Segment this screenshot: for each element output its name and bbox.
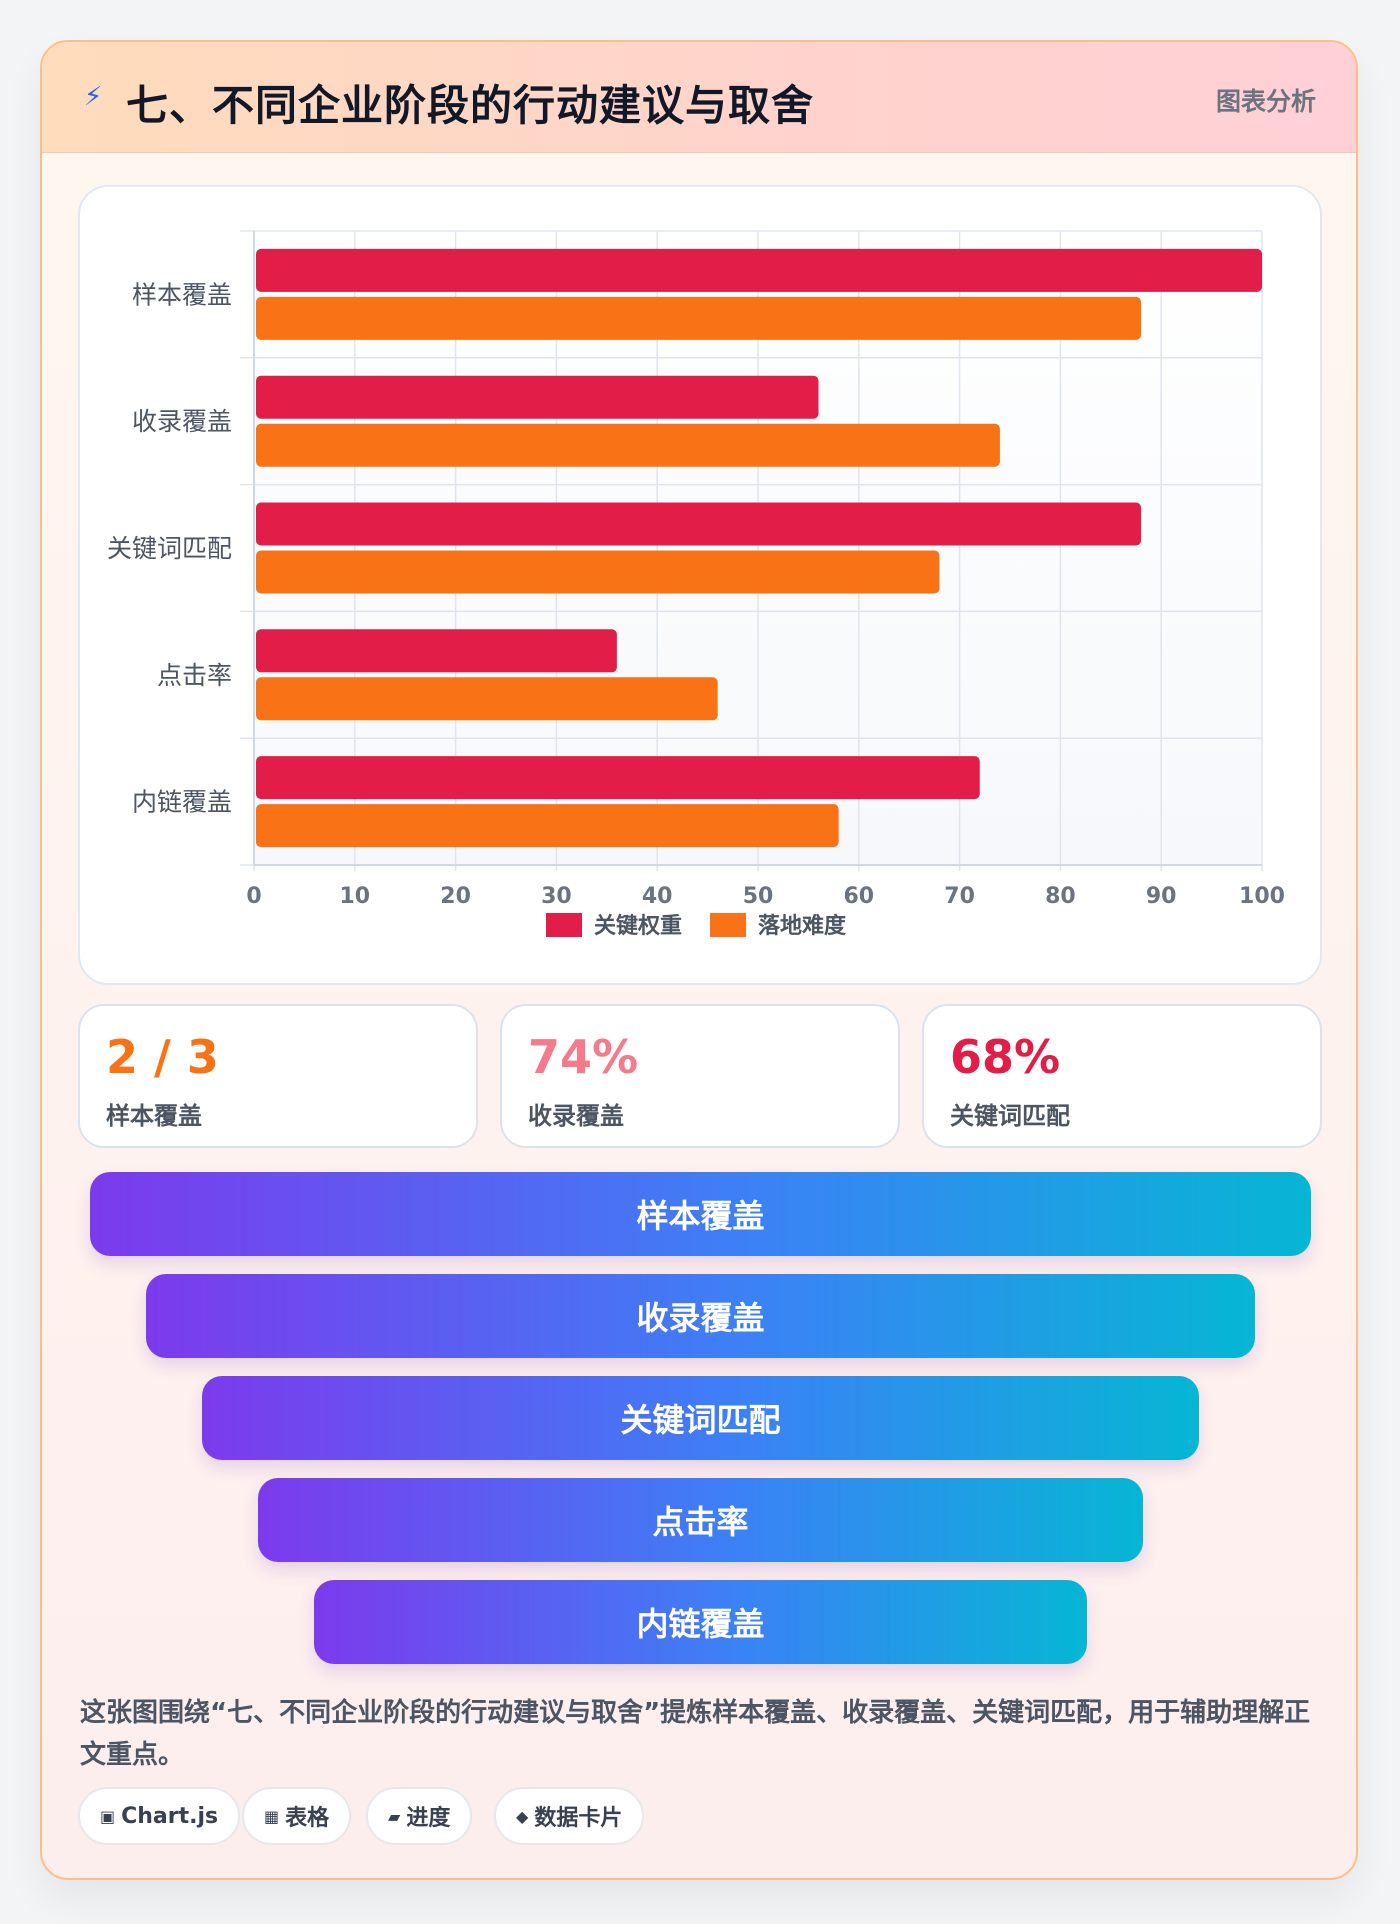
y-category-label: 点击率 [157,661,232,690]
bar-difficulty [256,550,940,594]
legend-label: 关键权重 [594,913,682,939]
y-category-label: 内链覆盖 [132,788,232,817]
bar-chart-panel: 0 10 20 30 40 50 60 70 80 90 100 样本覆盖收录覆盖关键词匹配点击率内链… [78,185,1322,985]
y-category-label: 样本覆盖 [132,280,232,309]
pill-data-card: ◆ 数据卡片 [494,1787,645,1845]
bar-key-weight [256,502,1142,546]
bar-key-weight [256,756,980,800]
legend-swatch [546,913,582,937]
funnel-step-4: 点击率 [258,1478,1143,1562]
chart-analysis-tag: 图表分析 [1215,87,1316,116]
bar-difficulty [256,677,718,721]
stat-label: 关键词匹配 [950,1102,1070,1130]
stat-card-3: 68% 关键词匹配 [922,1004,1322,1148]
x-tick-label: 80 [1045,884,1076,909]
legend-swatch [710,913,746,937]
pill-progress: ▰ 进度 [366,1787,473,1845]
chart-icon: ▣ [100,1806,116,1826]
stat-card-1: 2 / 3 样本覆盖 [78,1004,478,1148]
x-tick-label: 10 [339,884,370,909]
pill-label: 数据卡片 [534,1806,623,1831]
stat-value: 2 / 3 [106,1030,219,1084]
funnel-step-3: 关键词匹配 [202,1376,1199,1460]
bar-difficulty [256,804,839,848]
pill-label: 表格 [285,1806,330,1831]
x-tick-label: 90 [1146,884,1177,909]
funnel-step-1: 样本覆盖 [90,1172,1311,1256]
legend-label: 落地难度 [758,913,847,939]
funnel-step-5: 内链覆盖 [314,1580,1087,1664]
x-tick-label: 50 [743,884,774,909]
y-category-label: 收录覆盖 [132,407,232,436]
funnel-step-2: 收录覆盖 [146,1274,1255,1358]
progress-icon: ▰ [388,1806,401,1826]
x-tick-label: 70 [944,884,975,909]
pill-chartjs: ▣ Chart.js [78,1787,241,1845]
stat-label: 样本覆盖 [106,1102,202,1130]
stat-value: 74% [528,1030,639,1084]
x-tick-label: 30 [541,884,572,909]
bar-difficulty [256,423,1000,467]
bar-key-weight [256,629,617,673]
card-header: ⚡ 七、不同企业阶段的行动建议与取舍 图表分析 [42,42,1356,153]
chart-card: ⚡ 七、不同企业阶段的行动建议与取舍 图表分析 0 10 20 30 40 50 60 70 8… [40,40,1358,1880]
chart-description: 这张图围绕“七、不同企业阶段的行动建议与取舍”提炼样本覆盖、收录覆盖、关键词匹配… [80,1698,1311,1770]
x-tick-label: 0 [246,884,261,909]
bar-key-weight [256,375,819,419]
x-tick-label: 40 [642,884,673,909]
x-tick-label: 20 [440,884,471,909]
stat-label: 收录覆盖 [528,1102,624,1130]
pill-table: ▦ 表格 [242,1787,352,1845]
page-title: 七、不同企业阶段的行动建议与取舍 [126,81,815,130]
x-tick-label: 100 [1239,884,1285,909]
bar-chart: 0 10 20 30 40 50 60 70 80 90 100 样本覆盖收录覆盖关键词匹配点击率内链… [107,230,1285,939]
bar-difficulty [256,296,1142,340]
stat-value: 68% [950,1030,1061,1084]
y-category-label: 关键词匹配 [107,534,232,563]
bar-key-weight [256,248,1262,292]
x-tick-label: 60 [843,884,874,909]
pill-label: Chart.js [121,1803,219,1829]
diamond-icon: ◆ [516,1806,529,1826]
lightning-icon: ⚡ [84,82,103,112]
stat-card-2: 74% 收录覆盖 [500,1004,900,1148]
table-icon: ▦ [264,1806,280,1826]
pill-label: 进度 [406,1806,451,1831]
